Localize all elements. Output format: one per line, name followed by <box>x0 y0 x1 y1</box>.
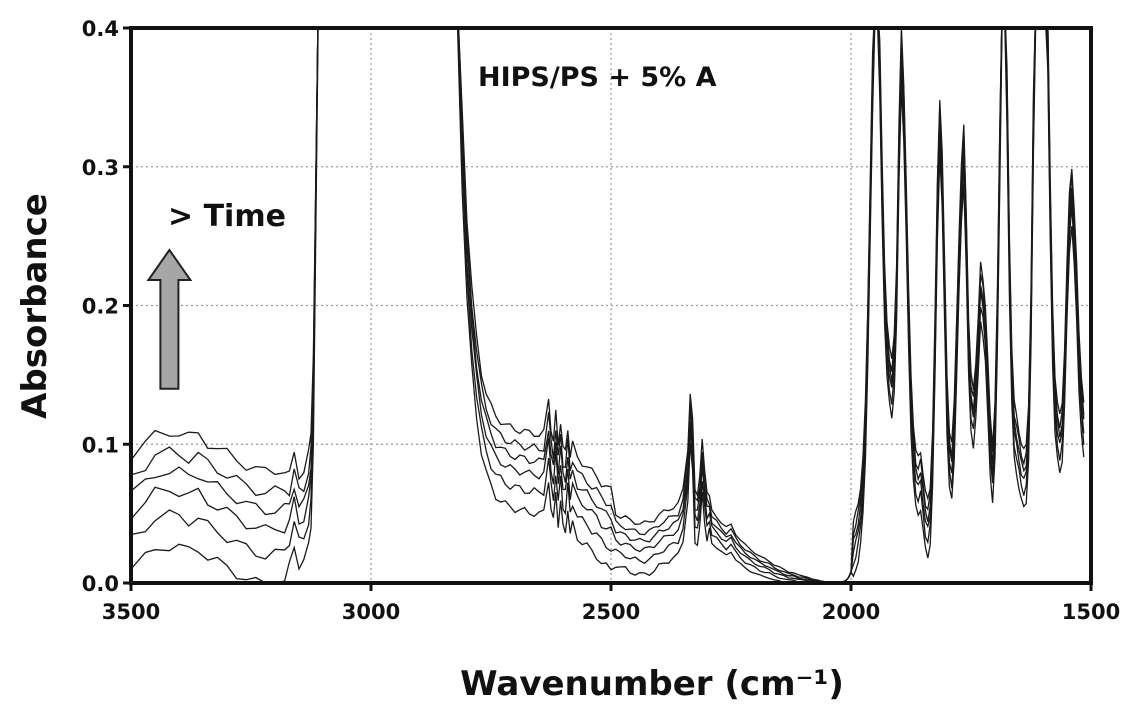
up-arrow-icon <box>146 248 193 390</box>
y-tick-labels: 0.0 0.1 0.2 0.3 0.4 <box>82 17 131 596</box>
sample-annotation: HIPS/PS + 5% A <box>478 62 717 93</box>
x-tick-label: 3500 <box>102 600 160 624</box>
y-tick-label: 0.3 <box>82 156 119 180</box>
x-tick-label: 2500 <box>582 600 640 624</box>
x-tick-labels: 3500 3000 2500 2000 1500 <box>102 583 1120 624</box>
time-arrow-shape <box>146 248 193 390</box>
y-tick-label: 0.4 <box>82 17 119 41</box>
x-tick-label: 3000 <box>342 600 400 624</box>
grid-lines <box>131 28 1091 583</box>
time-annotation: > Time <box>168 199 286 234</box>
y-axis-title: Absorbance <box>15 193 55 419</box>
y-tick-label: 0.0 <box>82 572 119 596</box>
x-tick-label: 1500 <box>1062 600 1120 624</box>
x-axis-title: Wavenumber (cm⁻¹) <box>460 664 844 704</box>
y-tick-label: 0.2 <box>82 295 119 319</box>
y-tick-label: 0.1 <box>82 433 119 457</box>
spectrum-line-6 <box>131 28 1085 583</box>
x-tick-label: 2000 <box>822 600 880 624</box>
spectrum-series-group <box>131 28 1085 583</box>
